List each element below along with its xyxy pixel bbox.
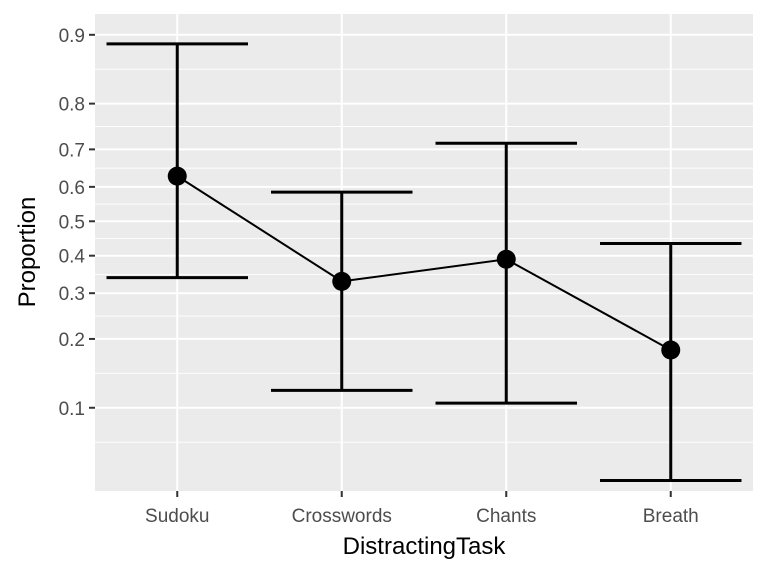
y-tick-label: 0.4 [59,247,86,268]
x-tick-label: Chants [476,506,536,527]
y-tick-label: 0.8 [59,95,85,116]
x-axis-title: DistractingTask [343,533,507,560]
x-tick-label: Crosswords [292,506,392,527]
series-line-path [176,175,672,351]
data-point [167,166,187,186]
y-tick-label: 0.5 [59,212,85,233]
error-bar [106,42,248,280]
data-point [661,340,681,360]
error-bar [271,190,413,392]
plot-panel [95,14,753,491]
x-tick-label: Sudoku [145,506,209,527]
error-bars [106,42,742,483]
y-tick-label: 0.1 [59,399,85,420]
x-axis-ticks: Sudoku Crosswords Chants Breath [145,491,699,527]
data-point [332,271,352,291]
error-bar [435,141,577,405]
y-tick-label: 0.2 [59,330,85,351]
y-tick-label: 0.3 [59,284,85,305]
data-points [167,166,681,360]
x-tick-label: Breath [643,506,699,527]
error-bar [600,241,742,483]
y-axis-title: Proportion [14,197,41,308]
y-tick-label: 0.6 [59,178,85,199]
series-line [176,175,672,351]
data-point [496,249,516,269]
y-axis-ticks: 0.1 0.2 0.3 0.4 0.5 0.6 0.7 0.8 0.9 [59,26,95,420]
y-tick-label: 0.7 [59,140,85,161]
y-tick-label: 0.9 [59,26,85,47]
